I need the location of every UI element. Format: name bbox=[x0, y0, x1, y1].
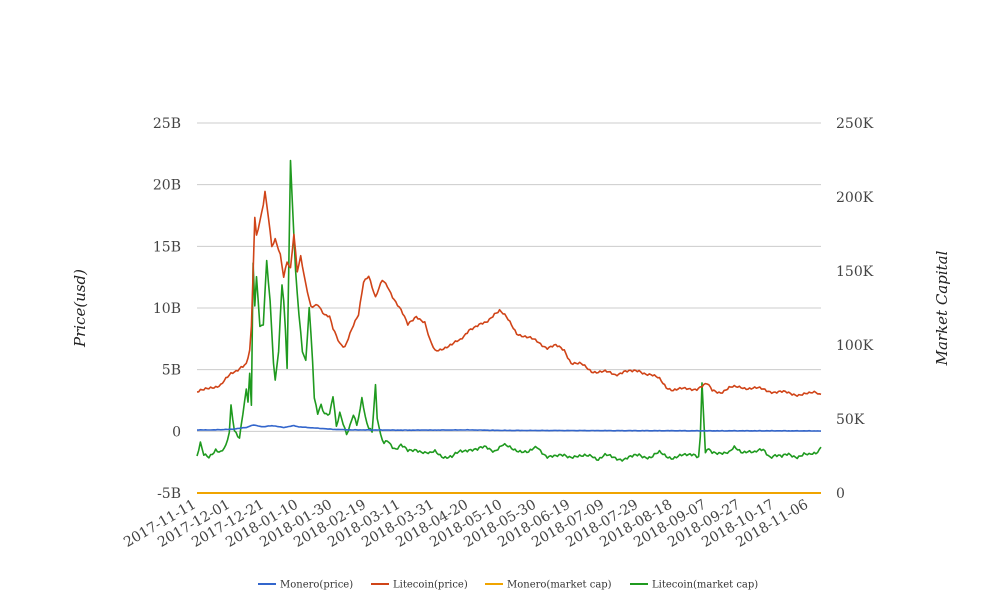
series-line-litecoin-market-cap bbox=[196, 159, 822, 462]
y-left-tick-label: 15B bbox=[153, 239, 181, 255]
series-line-litecoin-price bbox=[196, 190, 822, 397]
y-right-tick-labels: 0 50K 100K 150K 200K 250K bbox=[836, 116, 874, 502]
y-left-axis-title: Price(usd) bbox=[71, 269, 89, 348]
y-left-tick-label: 5B bbox=[162, 363, 181, 379]
series-layer bbox=[196, 159, 822, 494]
y-right-tick-label: 50K bbox=[836, 412, 865, 428]
legend-label: Monero(price) bbox=[280, 580, 353, 591]
legend-label: Litecoin(price) bbox=[393, 580, 468, 591]
x-tick-labels: 2017-11-112017-12-012017-12-212018-01-10… bbox=[121, 497, 811, 551]
series-line-monero-price bbox=[197, 424, 822, 432]
y-right-axis-title: Market Capital bbox=[933, 250, 951, 366]
grid-lines bbox=[197, 122, 821, 494]
y-left-tick-label: 25B bbox=[153, 116, 181, 132]
y-right-tick-label: 200K bbox=[836, 190, 874, 206]
y-left-tick-label: 10B bbox=[153, 301, 181, 317]
y-right-tick-label: 0 bbox=[836, 486, 845, 502]
y-left-tick-label: 20B bbox=[153, 178, 181, 194]
legend-label: Litecoin(market cap) bbox=[652, 580, 758, 591]
legend: Monero(price) Litecoin(price) Monero(marke… bbox=[258, 580, 758, 591]
y-right-tick-label: 150K bbox=[836, 264, 874, 280]
y-right-tick-label: 100K bbox=[836, 338, 874, 354]
y-left-tick-label: -5B bbox=[157, 486, 181, 502]
legend-label: Monero(market cap) bbox=[507, 580, 612, 591]
y-right-tick-label: 250K bbox=[836, 116, 874, 132]
y-left-tick-labels: -5B 0 5B 10B 15B 20B 25B bbox=[153, 116, 181, 502]
y-left-tick-label: 0 bbox=[172, 424, 181, 440]
